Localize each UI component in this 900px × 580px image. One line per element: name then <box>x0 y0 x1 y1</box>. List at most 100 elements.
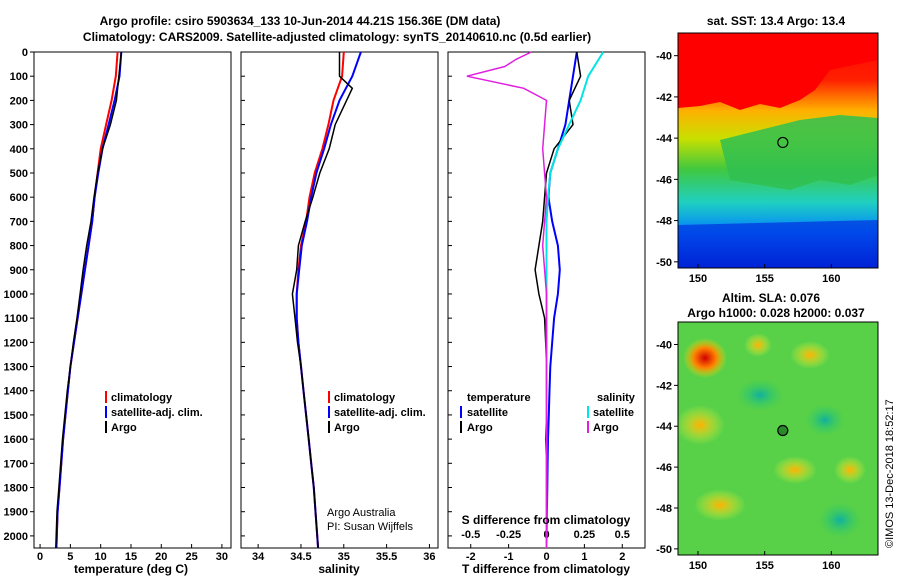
x-tick-label: -1 <box>504 551 514 563</box>
map-y-tick-label: -50 <box>656 257 672 269</box>
depth-tick-label: 700 <box>10 216 28 228</box>
sst-map-axes: 150 155 160 -40 -42 -44 -46 -48 -50 <box>656 51 840 285</box>
depth-tick-label: 1900 <box>4 507 28 519</box>
sla-blob <box>675 405 725 445</box>
depth-tick-label: 1800 <box>4 483 28 495</box>
legend-label-argo: Argo <box>111 422 137 434</box>
x-tick-label: 25 <box>185 551 197 563</box>
title-line-1: Argo profile: csiro 5903634_133 10-Jun-2… <box>100 14 501 28</box>
depth-tick-label: 1600 <box>4 434 28 446</box>
s-tick-label: 0.5 <box>615 529 630 541</box>
map-y-tick-label: -42 <box>656 380 672 392</box>
temperature-x-axis: 0 5 10 15 20 25 30 <box>37 544 228 563</box>
legend-label-argo: Argo <box>334 422 360 434</box>
map-y-tick-label: -46 <box>656 174 672 186</box>
sst-green-band <box>720 115 878 190</box>
argo-location-marker <box>777 424 789 437</box>
map-y-tick-label: -42 <box>656 92 672 104</box>
sla-low-eddy <box>805 404 845 436</box>
x-tick-label: 15 <box>125 551 137 563</box>
salinity-xlabel: salinity <box>318 562 360 576</box>
sla-blob <box>694 489 746 521</box>
temperature-panel <box>33 51 232 549</box>
depth-tick-label: 1500 <box>4 410 28 422</box>
map-y-tick-label: -46 <box>656 462 672 474</box>
legend-label-t-argo: Argo <box>467 422 493 434</box>
sla-high-eddy <box>683 338 727 378</box>
map-y-tick-label: -40 <box>656 339 672 351</box>
sla-blob <box>744 333 772 357</box>
series-line-t-satellite <box>545 51 578 549</box>
series-line-argo <box>55 51 123 549</box>
map-x-tick-label: 155 <box>755 273 773 285</box>
legend-header-temperature: temperature <box>467 392 531 404</box>
map-x-tick-label: 155 <box>755 560 773 572</box>
map-x-tick-label: 150 <box>689 273 707 285</box>
map-x-tick-label: 160 <box>822 273 840 285</box>
sst-map-frame <box>677 32 879 269</box>
sst-map-title: sat. SST: 13.4 Argo: 13.4 <box>707 14 846 28</box>
difference-series <box>466 51 605 549</box>
map-y-tick-label: -48 <box>656 216 672 228</box>
difference-legend: temperature salinity satellite Argo sate… <box>460 392 636 434</box>
temperature-xlabel: temperature (deg C) <box>74 562 188 576</box>
x-tick-label: 0 <box>543 551 549 563</box>
argo-location-marker <box>777 136 789 149</box>
x-tick-label: 30 <box>216 551 228 563</box>
x-tick-label: 34.5 <box>290 551 311 563</box>
sla-map <box>675 321 879 556</box>
depth-tick-label: 300 <box>10 120 28 132</box>
x-tick-label: 0 <box>37 551 43 563</box>
sla-map-frame <box>677 321 879 556</box>
salinity-series <box>291 51 362 549</box>
legend-label-climatology: climatology <box>111 392 173 404</box>
legend-label-s-argo: Argo <box>593 422 619 434</box>
title-line-2: Climatology: CARS2009. Satellite-adjuste… <box>83 30 591 44</box>
legend-label-satellite: satellite-adj. clim. <box>334 407 426 419</box>
depth-tick-label: 1200 <box>4 337 28 349</box>
annotation-pi: PI: Susan Wijffels <box>327 521 413 533</box>
depth-tick-label: 1700 <box>4 458 28 470</box>
legend-header-salinity: salinity <box>597 392 636 404</box>
sla-map-subtitle: Argo h1000: 0.028 h2000: 0.037 <box>687 306 865 320</box>
depth-tick-label: 400 <box>10 144 28 156</box>
x-tick-label: 34 <box>252 551 265 563</box>
depth-tick-label: 0 <box>22 47 28 59</box>
depth-tick-label: 1400 <box>4 386 28 398</box>
map-x-tick-label: 150 <box>689 560 707 572</box>
watermark: ©IMOS 13-Dec-2018 18:52:17 <box>884 399 896 548</box>
s-tick-label: -0.25 <box>496 529 521 541</box>
series-line-s-satellite <box>545 51 605 548</box>
sla-blob <box>773 456 817 484</box>
x-tick-label: -2 <box>466 551 476 563</box>
map-x-tick-label: 160 <box>822 560 840 572</box>
x-tick-label: 1 <box>581 551 587 563</box>
sla-blob <box>790 341 830 369</box>
x-tick-label: 35.5 <box>376 551 397 563</box>
depth-tick-label: 800 <box>10 241 28 253</box>
map-y-tick-label: -44 <box>656 421 673 433</box>
temperature-series <box>55 51 123 549</box>
s-diff-xlabel: S difference from climatology <box>462 513 631 527</box>
temperature-legend: climatology satellite-adj. clim. Argo <box>105 391 203 434</box>
sst-map <box>677 32 879 269</box>
t-diff-xlabel: T difference from climatology <box>462 562 630 576</box>
sla-blob <box>834 456 866 484</box>
salinity-x-axis: 34 34.5 35 35.5 36 <box>252 544 436 563</box>
depth-tick-label: 200 <box>10 95 28 107</box>
depth-tick-label: 100 <box>10 71 28 83</box>
legend-label-s-satellite: satellite <box>593 407 634 419</box>
series-line-climatology <box>295 51 345 549</box>
series-line-satellite-adj-clim- <box>55 51 123 549</box>
depth-axis: 0 100 200 300 400 500 600 700 800 900 1000 1100 1200… <box>4 47 452 543</box>
x-tick-label: 20 <box>155 551 167 563</box>
depth-tick-label: 1000 <box>4 289 28 301</box>
annotation-argo-australia: Argo Australia <box>327 507 396 519</box>
x-tick-label: 10 <box>95 551 107 563</box>
map-y-tick-label: -44 <box>656 133 673 145</box>
sla-map-axes: 150 155 160 -40 -42 -44 -46 -48 -50 <box>656 339 840 572</box>
s-tick-label: 0.25 <box>574 529 595 541</box>
depth-tick-label: 2000 <box>4 531 28 543</box>
salinity-panel <box>240 51 439 549</box>
